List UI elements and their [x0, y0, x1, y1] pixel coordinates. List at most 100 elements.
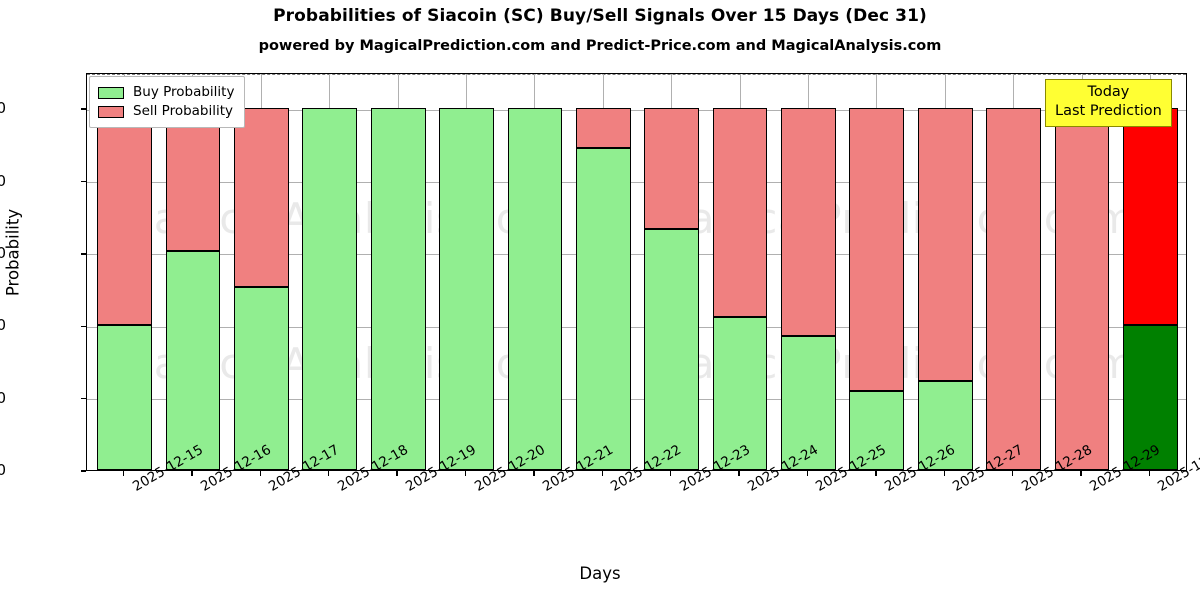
x-axis-tick-label: 2025-12-23 — [677, 442, 753, 495]
bar-group — [97, 74, 152, 470]
y-axis-tick-label: 100 — [0, 99, 6, 118]
legend-item: Sell Probability — [98, 102, 234, 121]
y-axis-tick-mark — [81, 180, 86, 183]
bar-segment-buy — [507, 108, 563, 470]
gridline-horizontal — [87, 326, 1186, 328]
bar-group — [234, 74, 289, 470]
x-axis-tick-mark — [738, 471, 740, 476]
x-axis-label: Days — [579, 564, 621, 583]
bar-group — [370, 74, 426, 470]
bar-segment-sell — [575, 108, 631, 148]
legend-item: Buy Probability — [98, 83, 234, 102]
chart-title: Probabilities of Siacoin (SC) Buy/Sell S… — [273, 6, 927, 26]
bar-group — [986, 74, 1041, 470]
bar-segment-sell — [644, 108, 700, 229]
y-axis-tick-mark — [81, 325, 86, 327]
today-annotation-line2: Last Prediction — [1055, 103, 1162, 119]
x-axis-tick-label: 2025-12-19 — [403, 442, 479, 495]
x-axis-tick-mark — [1080, 471, 1082, 476]
bar-segment-sell — [1123, 108, 1178, 326]
bar-group — [575, 74, 631, 470]
legend-item-label: Sell Probability — [133, 103, 234, 119]
x-axis-tick-mark — [806, 471, 809, 476]
x-axis-tick-mark — [259, 471, 262, 476]
bar-group — [1054, 74, 1110, 470]
x-axis-tick-mark — [875, 471, 877, 476]
bar-segment-buy — [370, 108, 426, 470]
plot-area: MagicalAnalysis.comMagicalPrediction.com… — [86, 73, 1187, 471]
x-axis-tick-label: 2025-12-17 — [266, 442, 342, 495]
x-axis-tick-mark — [1011, 471, 1014, 476]
y-axis-tick-mark — [81, 108, 86, 110]
bar-segment-sell — [917, 108, 973, 382]
x-axis-tick-mark — [396, 471, 398, 476]
bar-segment-buy — [165, 251, 221, 470]
y-axis-tick-mark — [81, 470, 86, 472]
x-axis-tick-label: 2025-12-16 — [198, 442, 274, 495]
bar-segment-buy — [781, 336, 836, 470]
y-axis-tick-label: 60 — [0, 243, 6, 262]
x-axis-tick-label: 2025-12-24 — [745, 442, 821, 495]
bar-segment-sell — [1054, 108, 1110, 470]
bar-segment-sell — [781, 108, 836, 337]
x-axis-tick-label: 2025-12-20 — [472, 442, 548, 495]
y-axis-label: Probability — [3, 208, 23, 297]
x-axis-tick-mark — [533, 471, 535, 476]
x-axis-tick-label: 2025-12-21 — [540, 442, 616, 495]
bar-group — [302, 74, 358, 470]
chart-legend: Buy Probability Sell Probability — [89, 76, 246, 128]
y-axis-tick-mark — [81, 253, 86, 255]
bar-group — [712, 74, 768, 470]
bar-segment-sell — [234, 108, 289, 288]
bar-group — [1123, 74, 1178, 470]
bar-segment-sell — [986, 108, 1041, 470]
bar-segment-buy — [1123, 325, 1178, 470]
x-axis-tick-mark — [601, 471, 603, 476]
x-axis-tick-mark — [1148, 471, 1151, 476]
bar-segment-buy — [712, 317, 768, 470]
y-axis-tick-label: 0 — [0, 461, 6, 479]
legend-swatch-icon — [98, 105, 124, 118]
bar-group — [781, 74, 836, 470]
y-axis-tick-label: 40 — [0, 316, 6, 335]
legend-item-label: Buy Probability — [133, 84, 235, 100]
x-axis-tick-mark — [122, 471, 125, 476]
bar-group — [507, 74, 563, 470]
gridline-horizontal — [87, 182, 1186, 184]
chart-subtitle: powered by MagicalPrediction.com and Pre… — [258, 38, 942, 54]
today-annotation-line1: Today — [1087, 84, 1130, 100]
x-axis-tick-mark — [191, 471, 193, 476]
plot-inner: MagicalAnalysis.comMagicalPrediction.com… — [87, 74, 1186, 470]
bar-segment-sell — [712, 108, 768, 318]
y-axis-tick-mark — [81, 397, 86, 400]
gridline-horizontal — [87, 254, 1186, 256]
bar-group — [165, 74, 221, 470]
x-axis-tick-label: 2025-12-25 — [813, 442, 889, 495]
bar-segment-buy — [917, 381, 973, 470]
x-axis-tick-label: 2025-12-28 — [1019, 442, 1095, 495]
reference-line — [87, 74, 1186, 75]
x-axis-tick-mark — [943, 471, 945, 476]
x-axis-tick-label: 2025-12-18 — [335, 442, 411, 495]
x-axis-tick-mark — [669, 471, 672, 476]
x-axis-tick-label: 2025-12-15 — [130, 442, 206, 495]
bar-group — [644, 74, 700, 470]
bar-segment-buy — [234, 287, 289, 470]
x-axis-tick-label: 2025-12-29 — [1087, 442, 1163, 495]
bar-segment-buy — [575, 147, 631, 470]
bar-segment-buy — [97, 325, 152, 470]
bar-segment-sell — [849, 108, 905, 392]
bar-segment-buy — [644, 228, 700, 470]
x-axis-tick-label: 2025-12-27 — [950, 442, 1026, 495]
x-axis-tick-label: 2025-12-30 — [1155, 442, 1200, 495]
bar-group — [439, 74, 494, 470]
y-axis-tick-label: 80 — [0, 171, 6, 190]
x-axis-tick-mark — [328, 471, 330, 476]
x-axis-tick-label: 2025-12-22 — [608, 442, 684, 495]
bar-segment-sell — [165, 108, 221, 252]
bar-group — [849, 74, 905, 470]
y-axis-tick-label: 20 — [0, 388, 6, 407]
bar-segment-buy — [302, 108, 358, 470]
legend-swatch-icon — [98, 86, 124, 99]
